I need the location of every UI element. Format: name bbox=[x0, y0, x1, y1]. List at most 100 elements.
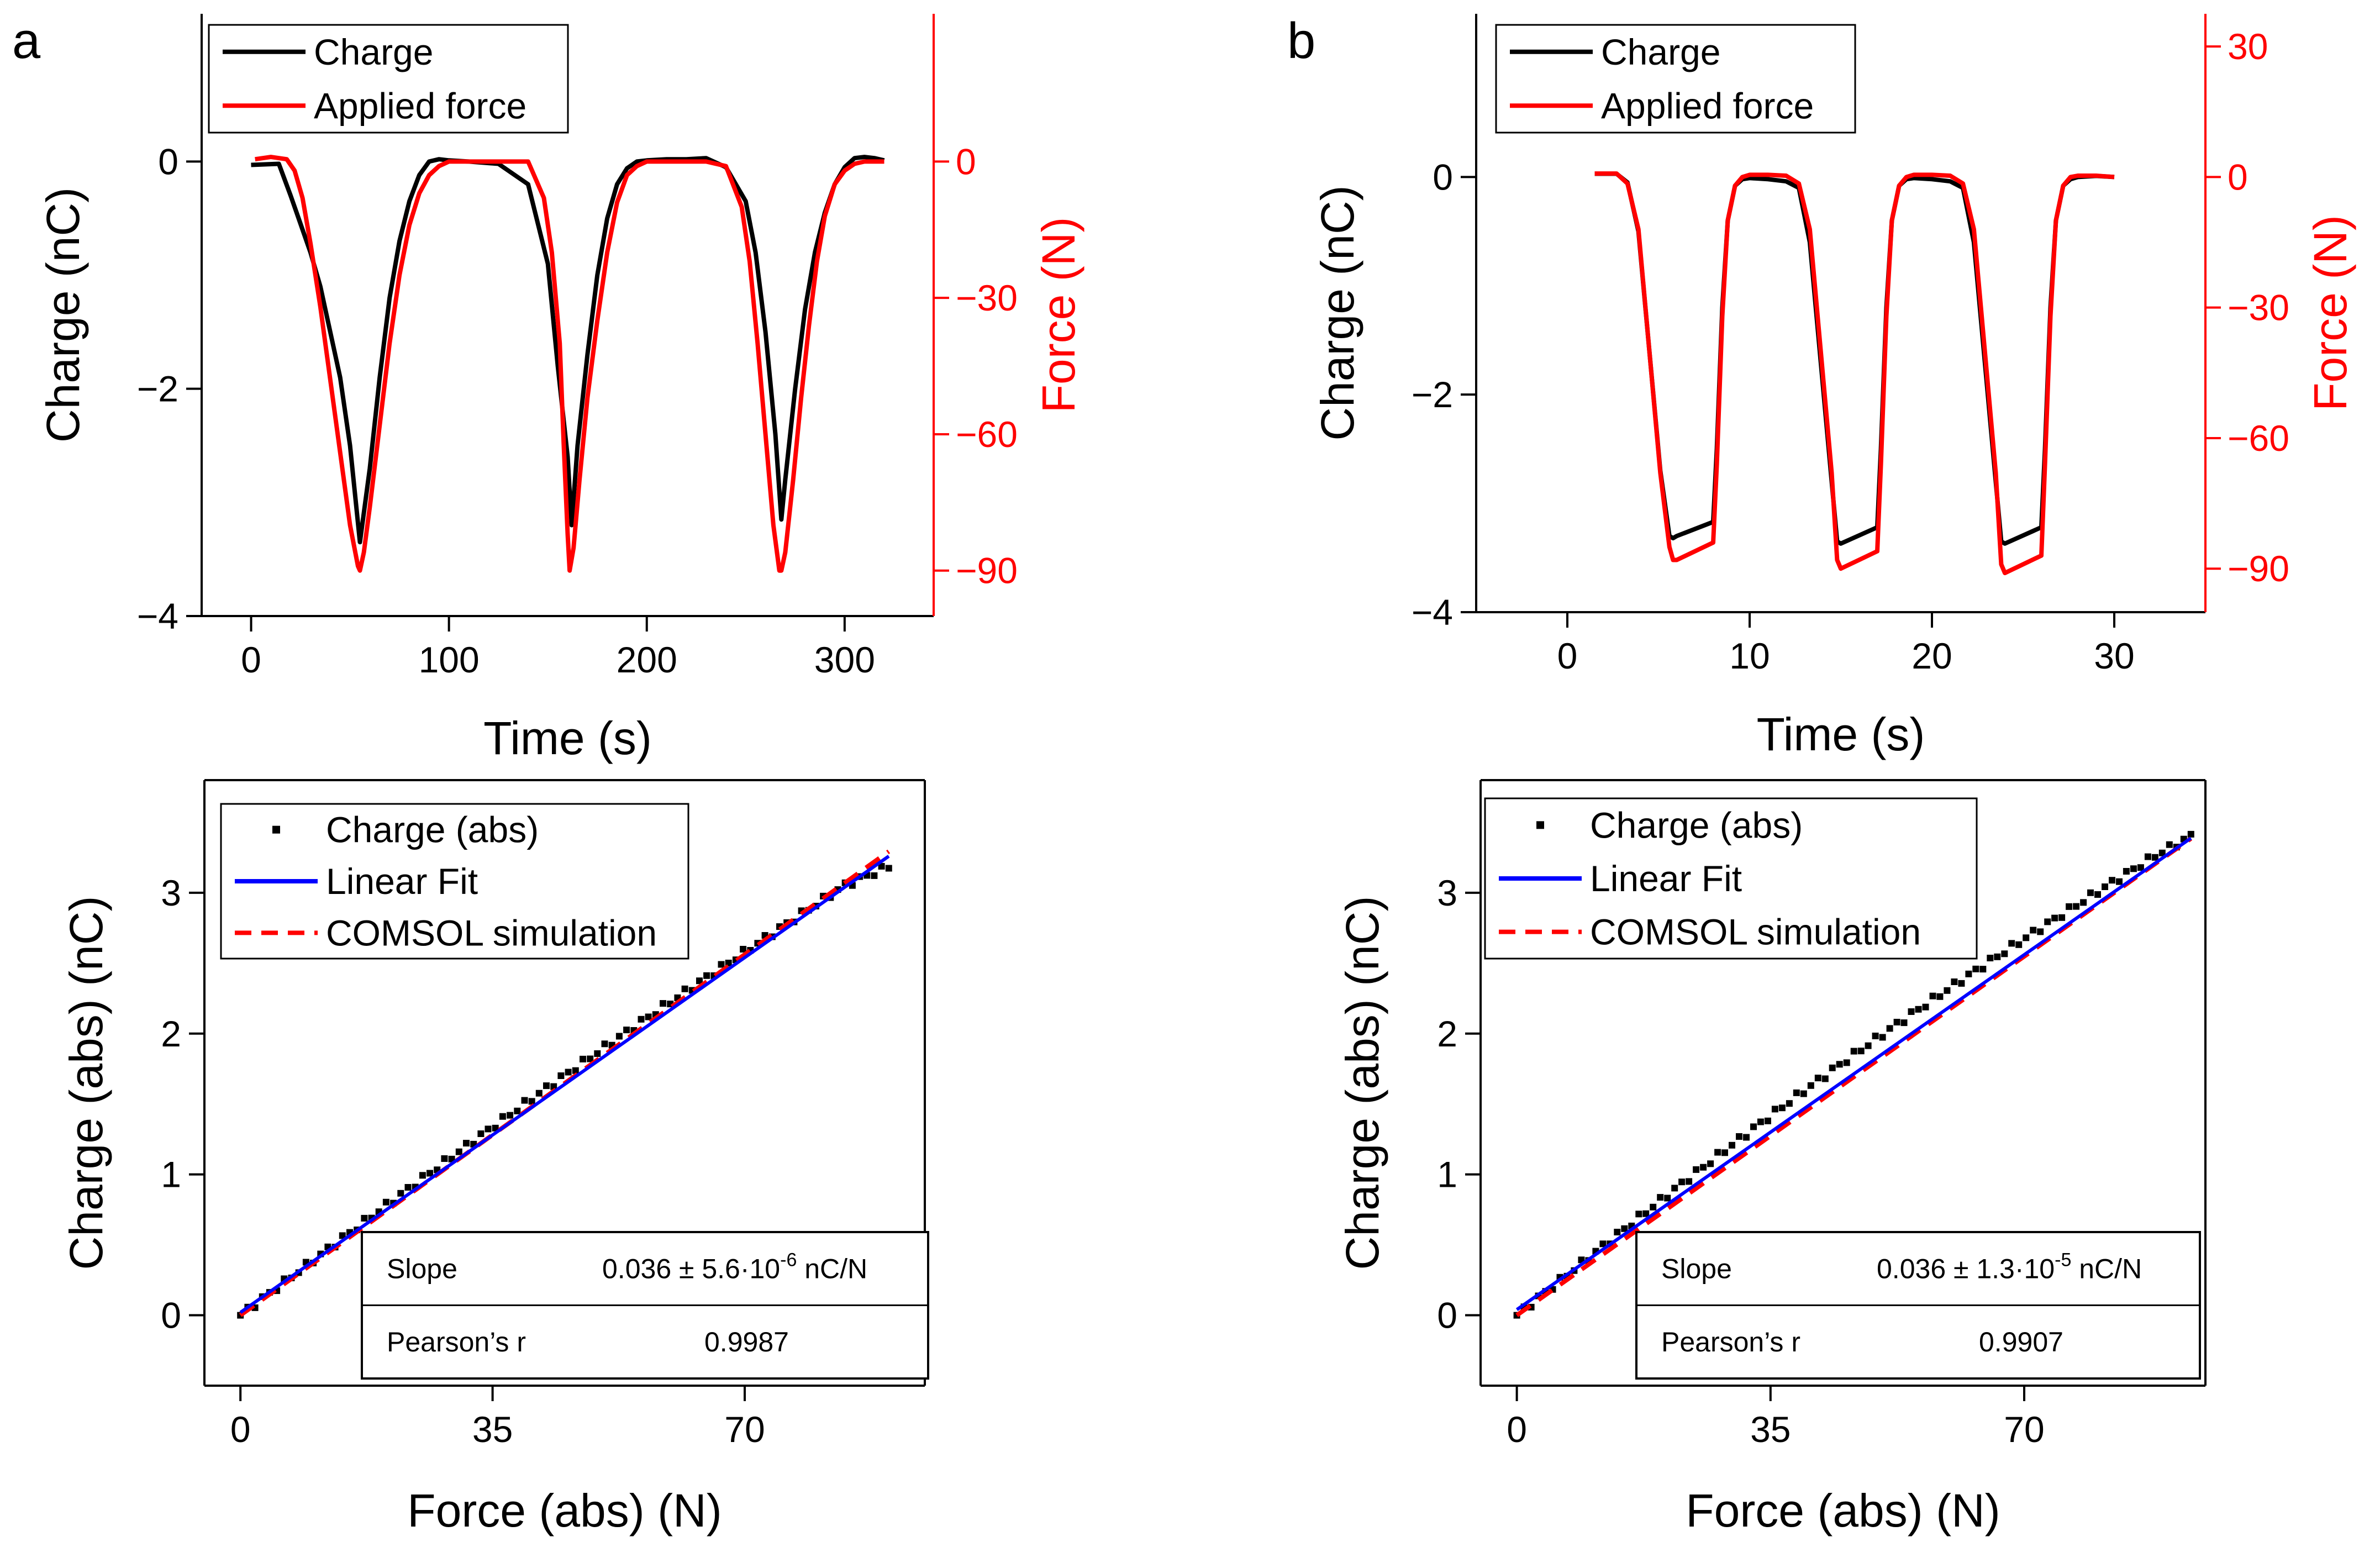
y-tick-label: 0 bbox=[161, 1295, 181, 1336]
slope-value-base: 0.036 ± 1.3·10 bbox=[1877, 1253, 2055, 1284]
scatter-point bbox=[361, 1214, 368, 1222]
scatter-point bbox=[1650, 1203, 1657, 1211]
legend-label: Charge bbox=[1601, 31, 1720, 72]
scatter-point bbox=[718, 961, 725, 968]
scatter-point bbox=[1807, 1082, 1814, 1089]
panel-label-a: a bbox=[12, 13, 41, 69]
scatter-point bbox=[521, 1097, 528, 1104]
scatter-point bbox=[1814, 1075, 1821, 1082]
y-tick-label: 3 bbox=[161, 872, 181, 913]
scatter-point bbox=[638, 1015, 645, 1023]
y-tick-label: 0 bbox=[1437, 1295, 1457, 1336]
scatter-point bbox=[572, 1067, 579, 1074]
scatter-point bbox=[1786, 1100, 1793, 1107]
x-tick-label: 70 bbox=[724, 1409, 765, 1450]
scatter-point bbox=[1922, 1003, 1929, 1011]
scatter-point bbox=[1821, 1075, 1829, 1082]
slope-value-unit: nC/N bbox=[797, 1253, 867, 1284]
scatter-point bbox=[1994, 953, 2001, 960]
scatter-point bbox=[1750, 1123, 1757, 1130]
scatter-point bbox=[1686, 1178, 1693, 1185]
scatter-point bbox=[696, 977, 703, 985]
y-tick-label: 3 bbox=[1437, 872, 1457, 913]
y2-tick-label: 0 bbox=[956, 141, 976, 182]
scatter-point bbox=[499, 1113, 506, 1120]
scatter-point bbox=[528, 1098, 535, 1105]
y2-tick-label: −60 bbox=[956, 414, 1018, 455]
legend: Charge (abs) Linear Fit COMSOL simulation bbox=[220, 803, 689, 960]
scatter-point bbox=[426, 1170, 433, 1177]
scatter-point bbox=[514, 1107, 521, 1114]
y2-tick-label: 30 bbox=[2228, 26, 2268, 67]
scatter-point bbox=[2037, 928, 2044, 935]
scatter-point bbox=[1944, 987, 1951, 994]
series-line-charge bbox=[1594, 171, 2115, 546]
scatter-point bbox=[455, 1148, 462, 1155]
x-tick-label: 200 bbox=[617, 639, 677, 680]
scatter-point bbox=[463, 1140, 470, 1147]
scatter-point bbox=[2001, 950, 2008, 957]
scatter-point bbox=[1836, 1061, 1843, 1068]
y2-axis-title: Force (N) bbox=[2304, 215, 2356, 411]
scatter-point bbox=[1893, 1019, 1900, 1025]
scatter-point bbox=[1900, 1019, 1908, 1027]
scatter-point bbox=[507, 1112, 514, 1119]
legend: Charge Applied force bbox=[1495, 24, 1856, 134]
x-tick-label: 0 bbox=[241, 639, 261, 680]
scatter-point bbox=[2158, 849, 2166, 856]
scatter-point bbox=[2073, 903, 2080, 910]
legend-label: Linear Fit bbox=[1590, 858, 1742, 899]
scatter-point bbox=[1793, 1089, 1800, 1096]
chart-b-time-series: 0 10 20 30 −4 −2 0 30 0 −30 −60 −90 Time (s) Charge (… bbox=[1312, 14, 2356, 760]
scatter-point bbox=[1850, 1048, 1857, 1055]
scatter-point bbox=[2137, 864, 2144, 871]
legend-label: Charge bbox=[314, 31, 433, 72]
series-line-applied-force bbox=[1594, 171, 2115, 576]
scatter-point bbox=[1865, 1042, 1872, 1049]
scatter-point bbox=[1829, 1064, 1836, 1071]
scatter-point bbox=[2044, 918, 2051, 925]
scatter-point bbox=[1771, 1106, 1778, 1113]
slope-label: Slope bbox=[387, 1253, 457, 1284]
y-axis-title: Charge (abs) (nC) bbox=[1336, 896, 1388, 1270]
scatter-point bbox=[485, 1125, 492, 1133]
fit-stats-box: Slope 0.036 ± 5.6·10-6 nC/N Pearson’s r 0.9… bbox=[361, 1231, 929, 1380]
pearson-label: Pearson’s r bbox=[387, 1327, 526, 1357]
scatter-point bbox=[2102, 883, 2108, 890]
chart-b-charge-vs-force: 0 35 70 0 1 2 3 Force (abs) (N) Charge (abs) (nC… bbox=[1336, 779, 2207, 1537]
series-line-charge bbox=[251, 155, 885, 545]
y2-tick-label: −30 bbox=[2228, 287, 2289, 328]
scatter-point bbox=[878, 862, 885, 870]
scatter-point bbox=[2080, 899, 2087, 906]
scatter-point bbox=[1958, 980, 1965, 987]
legend-label: Applied force bbox=[314, 85, 526, 126]
scatter-point bbox=[623, 1027, 630, 1034]
scatter-point bbox=[1614, 1229, 1621, 1235]
scatter-point bbox=[2094, 891, 2101, 898]
scatter-point bbox=[681, 985, 688, 992]
scatter-point bbox=[382, 1198, 389, 1206]
legend: Charge Applied force bbox=[208, 24, 569, 134]
y-tick-label: −2 bbox=[1412, 374, 1453, 415]
x-axis-title: Force (abs) (N) bbox=[407, 1485, 722, 1537]
fit-stats-box: Slope 0.036 ± 1.3·10-5 nC/N Pearson’s r 0.9… bbox=[1635, 1231, 2201, 1380]
slope-value: 0.036 ± 1.3·10-5 nC/N bbox=[1877, 1249, 2142, 1284]
scatter-point bbox=[1843, 1059, 1850, 1066]
scatter-point bbox=[2151, 854, 2158, 861]
y-tick-label: 2 bbox=[1437, 1013, 1457, 1054]
scatter-point bbox=[2030, 927, 2037, 934]
scatter-point bbox=[1757, 1118, 1764, 1125]
y2-tick-label: 0 bbox=[2228, 156, 2248, 197]
scatter-point bbox=[615, 1033, 623, 1040]
y2-axis-title: Force (N) bbox=[1033, 217, 1084, 413]
scatter-point bbox=[1987, 955, 1994, 961]
scatter-point bbox=[1872, 1033, 1879, 1039]
scatter-point bbox=[2166, 841, 2173, 848]
y-tick-label: 0 bbox=[158, 141, 178, 182]
scatter-point bbox=[339, 1232, 346, 1239]
x-tick-label: 0 bbox=[230, 1409, 251, 1450]
legend-swatch-scatter bbox=[1536, 821, 1544, 829]
y-tick-label: −4 bbox=[1412, 592, 1453, 633]
pearson-label: Pearson’s r bbox=[1661, 1327, 1800, 1357]
series-line-applied-force bbox=[255, 155, 884, 573]
